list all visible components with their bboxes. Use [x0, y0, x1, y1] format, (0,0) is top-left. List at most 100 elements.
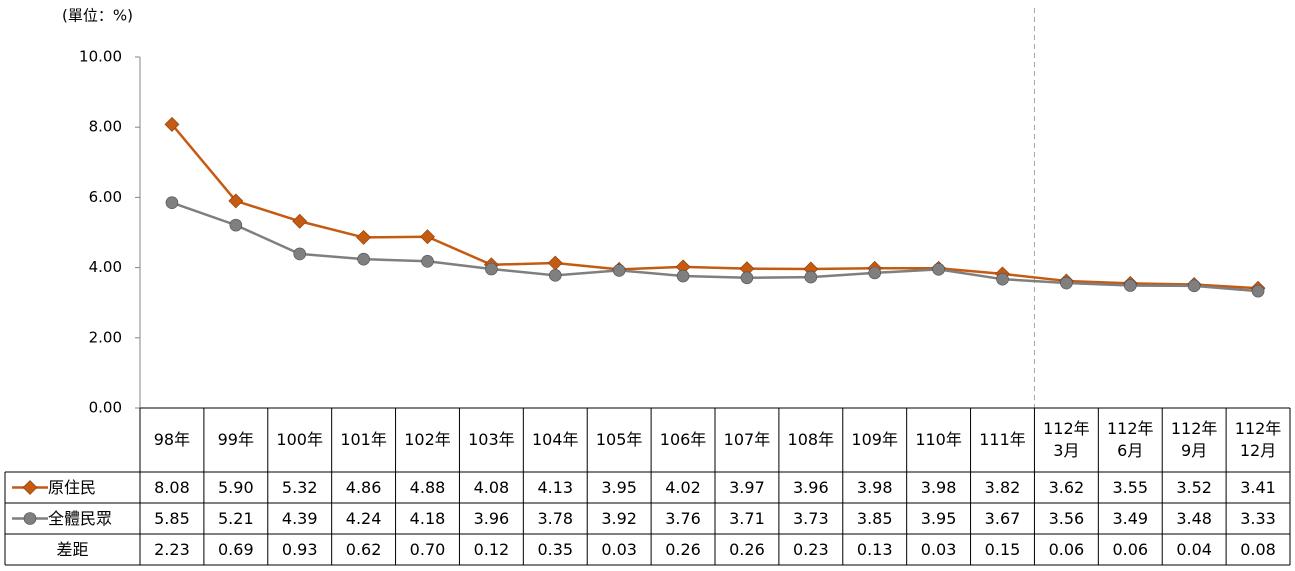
table-value: 3.52 — [1176, 477, 1212, 497]
category-label: 102年 — [404, 430, 451, 449]
category-label: 106年 — [659, 430, 707, 449]
category-label: 101年 — [340, 430, 387, 449]
category-label: 110年 — [915, 430, 962, 449]
point — [357, 252, 370, 266]
table-value: 0.08 — [1240, 539, 1276, 559]
table-value: 5.90 — [218, 477, 254, 497]
point — [421, 254, 434, 268]
table-value: 3.96 — [793, 477, 829, 497]
point — [868, 266, 882, 280]
table-value: 0.04 — [1176, 539, 1212, 559]
table-value: 3.98 — [856, 477, 893, 497]
category-label: 107年 — [723, 430, 771, 449]
category-label: 100年 — [276, 430, 323, 449]
point — [165, 196, 179, 209]
category-label: 108年 — [787, 430, 835, 449]
table-value: 3.49 — [1112, 508, 1149, 528]
table-value: 3.41 — [1240, 477, 1276, 497]
table-value: 4.18 — [409, 508, 446, 528]
table-value: 5.21 — [218, 508, 254, 528]
point — [548, 269, 562, 282]
table-value: 3.85 — [856, 508, 893, 528]
table-value: 4.13 — [537, 477, 574, 497]
table-value: 3.33 — [1240, 508, 1276, 528]
table-value: 3.62 — [1048, 477, 1085, 497]
point — [996, 272, 1009, 286]
table-value: 3.95 — [920, 508, 957, 528]
table-value: 4.39 — [281, 508, 318, 528]
table-value: 0.62 — [345, 539, 382, 559]
y-tick-label: 0.00 — [89, 399, 122, 417]
table-value: 8.08 — [154, 477, 190, 497]
table-value: 0.13 — [856, 539, 893, 559]
point — [1060, 276, 1073, 290]
table-value: 3.95 — [601, 477, 637, 497]
table-value: 0.03 — [920, 539, 957, 559]
table-value: 0.69 — [218, 539, 254, 559]
point — [229, 218, 243, 232]
table-value: 3.67 — [984, 508, 1021, 528]
point — [164, 116, 180, 132]
point — [292, 213, 308, 229]
y-tick-label: 2.00 — [89, 328, 122, 346]
category-label: 112年 12月 — [1234, 419, 1282, 460]
table-value: 0.23 — [793, 539, 829, 559]
table-value: 4.88 — [409, 477, 446, 497]
table-value: 0.06 — [1048, 539, 1085, 559]
y-tick-label: 8.00 — [89, 118, 122, 136]
table-value: 3.92 — [601, 508, 637, 528]
table-value: 5.85 — [154, 508, 190, 528]
legend-label: 全體民眾 — [48, 508, 113, 528]
category-label: 98年 — [153, 430, 191, 449]
table-value: 0.35 — [537, 539, 574, 559]
y-tick-label: 4.00 — [89, 258, 122, 276]
row-label: 差距 — [56, 539, 89, 559]
table-value: 0.15 — [984, 539, 1021, 559]
category-label: 109年 — [851, 430, 898, 449]
point — [932, 263, 945, 276]
table-value: 4.02 — [665, 477, 701, 497]
table-value: 2.23 — [154, 539, 190, 559]
point — [420, 229, 435, 245]
y-tick-label: 10.00 — [79, 48, 122, 66]
series-line — [170, 123, 1259, 290]
table-value: 0.93 — [281, 539, 318, 559]
category-label: 99年 — [217, 430, 254, 449]
table-value: 3.71 — [729, 508, 765, 528]
point — [740, 271, 754, 285]
point — [485, 262, 498, 276]
point — [676, 269, 690, 283]
table-value: 0.26 — [665, 539, 701, 559]
series-line — [171, 201, 1259, 293]
point — [228, 193, 244, 209]
table-value: 3.98 — [920, 477, 957, 497]
point — [1187, 279, 1201, 293]
point — [547, 255, 563, 271]
point — [22, 480, 38, 495]
category-label: 105年 — [595, 430, 643, 449]
table-value: 4.08 — [473, 477, 510, 497]
table-value: 3.55 — [1112, 477, 1149, 497]
category-label: 112年 3月 — [1043, 419, 1090, 460]
table-value: 4.24 — [345, 508, 382, 528]
category-label: 104年 — [531, 430, 579, 449]
table-value: 3.48 — [1176, 508, 1212, 528]
table-value: 3.97 — [729, 477, 765, 497]
table-value: 3.56 — [1048, 508, 1085, 528]
table-value: 0.70 — [409, 539, 446, 559]
table-value: 5.32 — [281, 477, 318, 497]
table-value: 3.78 — [537, 508, 574, 528]
table-value: 0.26 — [729, 539, 765, 559]
point — [1123, 279, 1137, 292]
point — [804, 270, 818, 284]
point — [356, 229, 372, 245]
table-value: 0.06 — [1112, 539, 1149, 559]
table-value: 0.03 — [601, 539, 637, 559]
unit-label: (單位：%) — [62, 7, 133, 25]
table-value: 3.96 — [473, 508, 510, 528]
point — [23, 512, 37, 525]
category-label: 111年 — [979, 430, 1026, 449]
point — [612, 264, 626, 277]
